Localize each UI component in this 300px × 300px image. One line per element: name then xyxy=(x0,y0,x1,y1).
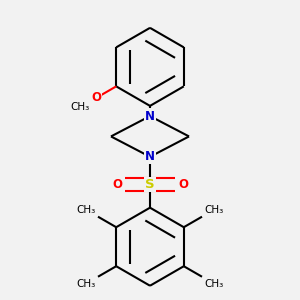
Text: O: O xyxy=(178,178,188,191)
Text: CH₃: CH₃ xyxy=(76,278,96,289)
Text: CH₃: CH₃ xyxy=(204,278,224,289)
Text: CH₃: CH₃ xyxy=(70,102,90,112)
Text: N: N xyxy=(145,150,155,163)
Text: O: O xyxy=(91,92,101,104)
Text: N: N xyxy=(145,110,155,123)
Text: O: O xyxy=(112,178,122,191)
Text: CH₃: CH₃ xyxy=(76,205,96,215)
Text: CH₃: CH₃ xyxy=(204,205,224,215)
Text: S: S xyxy=(145,178,155,191)
